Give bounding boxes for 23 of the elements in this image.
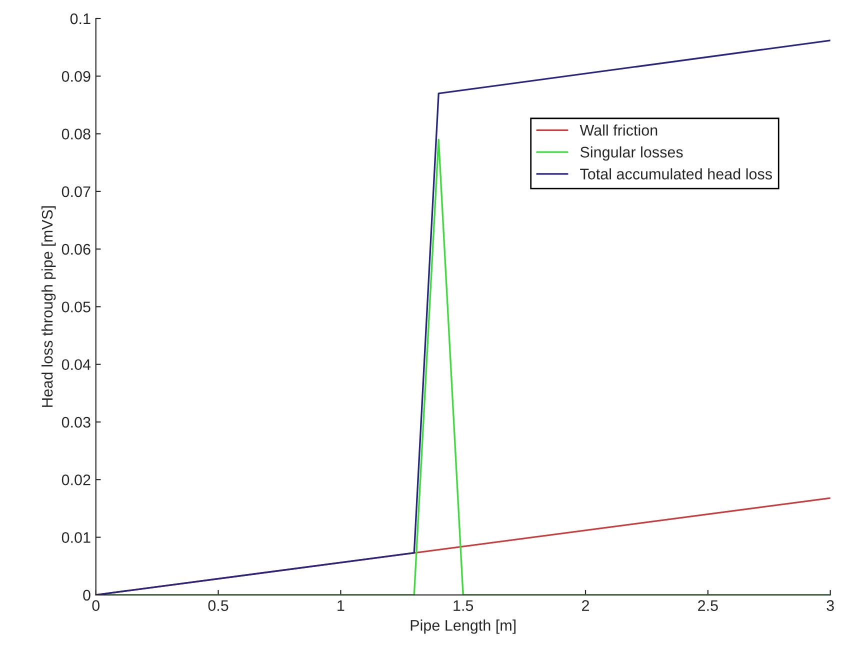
legend-label: Wall friction	[580, 124, 658, 136]
y-axis-title: Head loss through pipe [mVS]	[41, 206, 56, 407]
x-tick-label: 0.5	[208, 600, 228, 611]
x-tick-label: 1.5	[454, 600, 474, 611]
y-tick-label: 0.01	[62, 532, 90, 543]
y-tick-label: 0.06	[62, 244, 90, 255]
y-tick-label: 0.04	[62, 359, 91, 370]
y-tick-label: 0.02	[62, 474, 90, 486]
x-tick-label: 2	[582, 600, 589, 611]
y-tick-label: 0.07	[62, 186, 90, 198]
y-tick-label: 0	[83, 590, 90, 601]
legend-label: Singular losses	[580, 146, 683, 161]
x-axis-title: Pipe Length [m]	[410, 620, 516, 634]
x-tick-label: 0	[92, 600, 100, 611]
y-tick-label: 0.03	[62, 416, 90, 428]
y-tick-label: 0.09	[62, 71, 90, 82]
x-tick-label: 3	[826, 600, 834, 611]
legend-label: Total accumulated head loss	[580, 168, 772, 180]
y-tick-label: 0.1	[70, 13, 90, 24]
x-tick-label: 2.5	[698, 600, 718, 611]
y-tick-label: 0.05	[62, 302, 90, 312]
x-tick-label: 1	[338, 600, 344, 611]
y-tick-label: 0.08	[62, 128, 90, 140]
